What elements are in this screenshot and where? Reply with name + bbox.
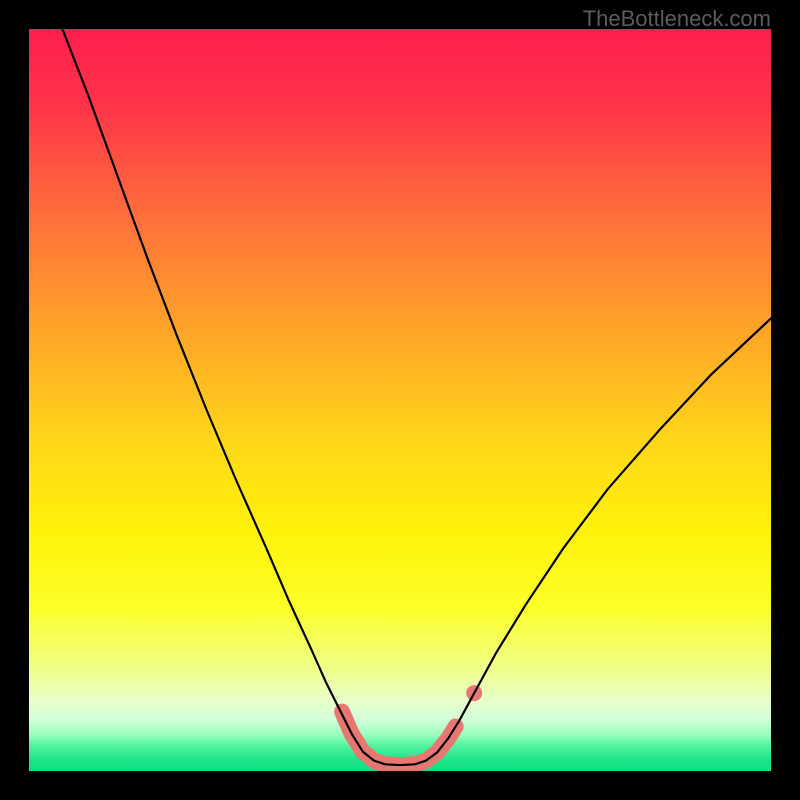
watermark-text: TheBottleneck.com	[583, 6, 771, 32]
chart-plot-area	[29, 29, 771, 771]
chart-gradient-background	[29, 29, 771, 771]
